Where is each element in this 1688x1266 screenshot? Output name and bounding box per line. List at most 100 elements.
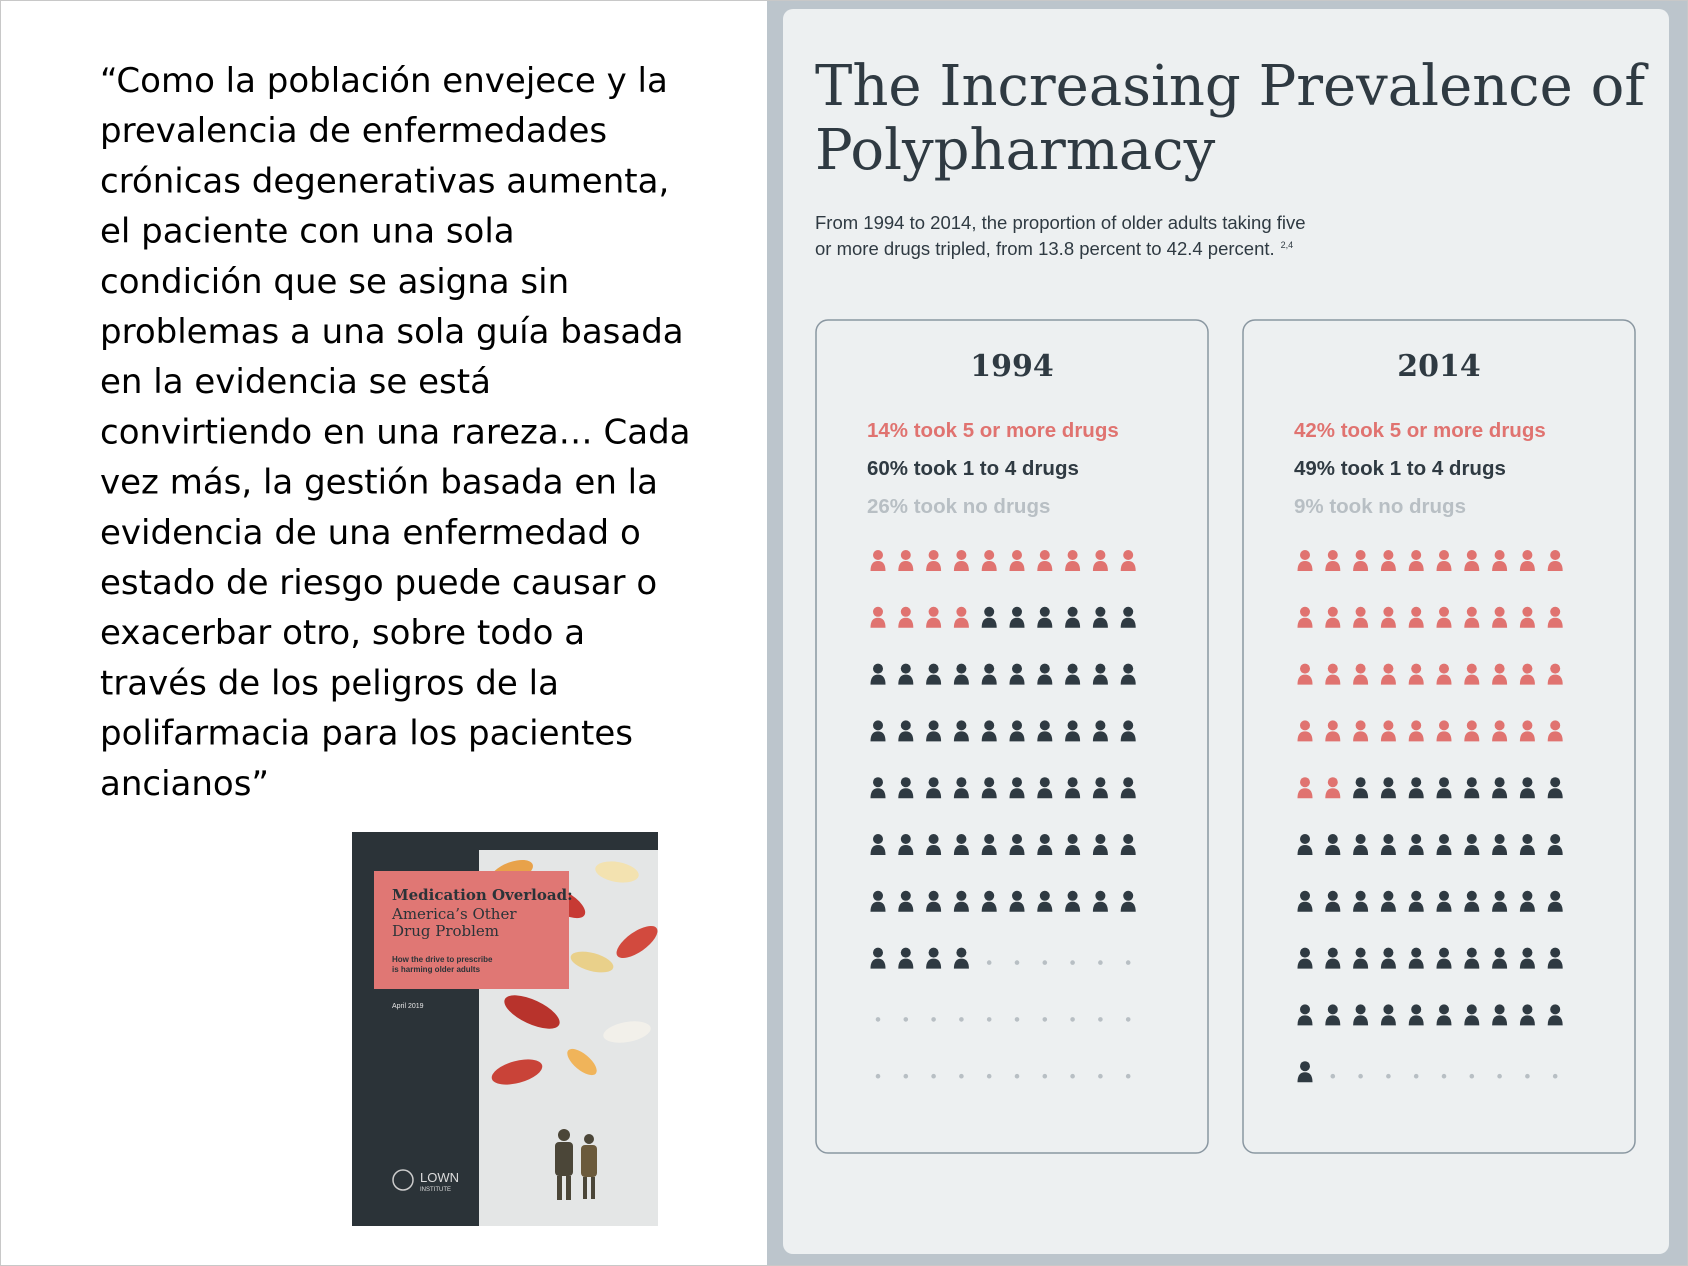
- icon-head: [1522, 720, 1533, 731]
- icon-person: [1353, 606, 1369, 628]
- icon-head: [1327, 890, 1338, 901]
- icon-person: [1492, 834, 1508, 855]
- icon-head: [1123, 834, 1134, 844]
- icon-head: [928, 663, 939, 674]
- quote-line: problemas a una sola guía basada: [100, 312, 684, 352]
- legend-entry: 9% took no drugs: [1294, 495, 1466, 518]
- icon-person: [1464, 550, 1480, 571]
- icon-body: [1436, 1015, 1452, 1026]
- icon-head: [1522, 550, 1533, 560]
- quote-line: convirtiendo en una rareza… Cada: [100, 412, 690, 452]
- icon-body: [1037, 788, 1053, 799]
- icon-head: [1411, 550, 1422, 560]
- icon-body: [1009, 617, 1025, 628]
- icon-person: [898, 606, 914, 628]
- icon-head: [1012, 550, 1022, 560]
- icon-person: [1380, 1004, 1396, 1026]
- icon-body: [1037, 845, 1053, 855]
- icon-body: [953, 674, 969, 685]
- icon-head: [873, 550, 883, 560]
- icon-head: [1439, 890, 1449, 901]
- icon-body: [1037, 731, 1053, 742]
- icon-body: [898, 845, 914, 855]
- icon-body: [1519, 958, 1535, 969]
- icon-head: [1355, 550, 1366, 560]
- icon-body: [1065, 617, 1081, 628]
- icon-body: [1464, 731, 1480, 742]
- icon-person: [1092, 606, 1108, 628]
- icon-person: [870, 890, 886, 912]
- icon-head: [1123, 890, 1134, 901]
- icon-head: [1095, 606, 1106, 617]
- infographic-subtitle: From 1994 to 2014, the proportion of old…: [815, 212, 1306, 233]
- icon-person: [1464, 606, 1480, 628]
- icon-head: [1439, 777, 1449, 788]
- icon-person: [870, 663, 886, 685]
- icon-head: [1466, 890, 1477, 901]
- quote-line: través de los peligros de la: [100, 663, 559, 703]
- icon-head: [1411, 663, 1422, 674]
- icon-body: [1492, 731, 1508, 742]
- icon-person: [1325, 834, 1341, 855]
- icon-person: [1436, 777, 1452, 799]
- icon-person: [1009, 834, 1025, 855]
- icon-body: [1547, 788, 1563, 799]
- icon-person: [1120, 606, 1136, 628]
- icon-body: [898, 958, 914, 969]
- icon-body: [1492, 617, 1508, 628]
- panel: [1242, 319, 1636, 1154]
- icon-body: [1009, 845, 1025, 855]
- icon-head: [1067, 720, 1078, 731]
- icon-body: [1492, 788, 1508, 799]
- icon-head: [1355, 1004, 1366, 1015]
- icon-head: [900, 834, 911, 844]
- icon-head: [928, 890, 939, 901]
- icon-body: [870, 845, 886, 855]
- icon-body: [1519, 561, 1535, 571]
- icon-person: [1519, 720, 1535, 742]
- icon-person: [1408, 777, 1424, 799]
- icon-person: [1436, 1004, 1452, 1026]
- icon-person: [1092, 777, 1108, 799]
- icon-person: [1436, 947, 1452, 969]
- icon-person: [1037, 550, 1053, 571]
- icon-person: [953, 663, 969, 685]
- icon-person: [1092, 663, 1108, 685]
- icon-body: [898, 788, 914, 799]
- icon-person: [1492, 550, 1508, 571]
- icon-head: [1327, 606, 1338, 617]
- icon-body: [1519, 788, 1535, 799]
- icon-body: [898, 901, 914, 912]
- icon-body: [1092, 674, 1108, 685]
- icon-head: [1439, 550, 1449, 560]
- icon-head: [984, 720, 995, 731]
- icon-person: [1120, 890, 1136, 912]
- icon-person: [953, 890, 969, 912]
- icon-body: [1092, 617, 1108, 628]
- icon-body: [1547, 1015, 1563, 1026]
- icon-body: [981, 731, 997, 742]
- icon-body: [870, 561, 886, 571]
- icon-head: [1411, 890, 1422, 901]
- icon-person: [1380, 606, 1396, 628]
- icon-head: [1411, 834, 1422, 844]
- icon-body: [1297, 561, 1313, 571]
- quote-line: vez más, la gestión basada en la: [100, 463, 658, 503]
- icon-person: [1547, 947, 1563, 969]
- icon-body: [1009, 674, 1025, 685]
- icon-person: [1492, 720, 1508, 742]
- icon-body: [1380, 958, 1396, 969]
- icon-body: [1065, 561, 1081, 571]
- icon-head: [956, 720, 967, 731]
- icon-body: [1037, 674, 1053, 685]
- icon-body: [1436, 674, 1452, 685]
- icon-head: [1095, 890, 1106, 901]
- icon-body: [981, 561, 997, 571]
- icon-head: [873, 663, 883, 674]
- icon-person: [1353, 550, 1369, 571]
- icon-body: [953, 901, 969, 912]
- icon-person: [1492, 606, 1508, 628]
- icon-body: [1353, 617, 1369, 628]
- icon-head: [1123, 720, 1134, 731]
